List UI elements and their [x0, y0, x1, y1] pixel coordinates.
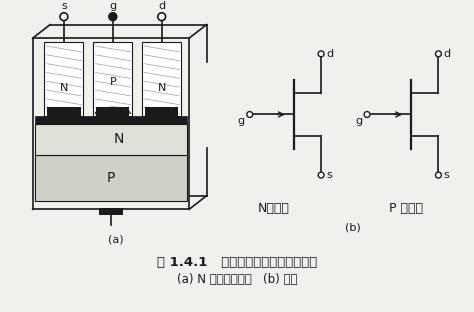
Circle shape — [60, 13, 68, 21]
Bar — [99, 208, 123, 215]
Bar — [35, 154, 187, 201]
Bar — [35, 116, 187, 124]
Bar — [33, 38, 189, 209]
Bar — [47, 107, 81, 116]
Bar — [145, 107, 178, 116]
Circle shape — [364, 112, 370, 117]
Text: g: g — [355, 116, 362, 126]
Bar — [45, 42, 83, 116]
Text: s: s — [61, 1, 67, 11]
Bar — [142, 42, 181, 116]
Text: (a): (a) — [108, 235, 124, 245]
Circle shape — [436, 51, 441, 57]
Text: P 沟道管: P 沟道管 — [389, 202, 423, 216]
Circle shape — [247, 112, 253, 117]
Text: s: s — [326, 170, 332, 180]
Text: 图 1.4.1   结型场效应管的结构和符号: 图 1.4.1 结型场效应管的结构和符号 — [157, 256, 317, 269]
Text: P: P — [107, 171, 115, 185]
Text: (b): (b) — [345, 222, 360, 232]
Text: N: N — [113, 132, 124, 146]
Bar — [93, 42, 132, 116]
Text: N沟道管: N沟道管 — [258, 202, 290, 216]
Text: (a) N 沟道管的结构   (b) 符号: (a) N 沟道管的结构 (b) 符号 — [177, 273, 297, 286]
Bar — [96, 107, 129, 116]
Text: N: N — [157, 83, 166, 93]
Circle shape — [436, 172, 441, 178]
Circle shape — [158, 13, 165, 21]
Text: P: P — [109, 77, 116, 87]
Text: g: g — [109, 1, 117, 11]
Circle shape — [318, 172, 324, 178]
Circle shape — [109, 13, 117, 21]
Text: d: d — [326, 49, 333, 59]
Text: g: g — [237, 116, 245, 126]
Circle shape — [318, 51, 324, 57]
Text: d: d — [443, 49, 450, 59]
Text: s: s — [443, 170, 449, 180]
Text: d: d — [158, 1, 165, 11]
Bar — [35, 124, 187, 154]
Text: N: N — [60, 83, 68, 93]
